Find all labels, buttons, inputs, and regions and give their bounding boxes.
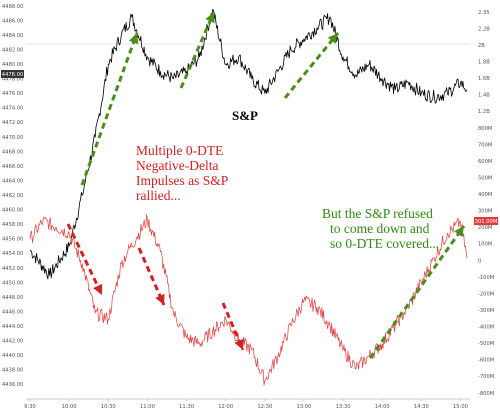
annotation-red-line-3: Impulses as S&P bbox=[136, 173, 228, 188]
right-tick-label: 1.6B bbox=[478, 76, 490, 82]
right-tick-label: -700M bbox=[478, 374, 494, 380]
red-arrow-1 bbox=[66, 223, 104, 296]
left-tick-label: 4464.00 bbox=[2, 178, 23, 184]
green-arrow-3-head bbox=[327, 33, 338, 44]
right-tick-label: -300M bbox=[478, 308, 494, 314]
annotation-red-line-4: rallied... bbox=[136, 188, 181, 203]
x-tick-label: 10:30 bbox=[101, 404, 116, 410]
x-tick-label: 14:00 bbox=[375, 404, 390, 410]
green-arrow-2-head bbox=[205, 12, 215, 24]
left-tick-label: 4456.00 bbox=[2, 237, 23, 243]
annotation-green: But the S&P refused to come down and so … bbox=[322, 206, 439, 251]
left-tick-label: 4454.00 bbox=[2, 251, 23, 257]
x-tick-label: 15:00 bbox=[453, 404, 468, 410]
x-tick-label: 11:30 bbox=[179, 404, 194, 410]
red-arrow-3-head bbox=[234, 338, 244, 350]
x-axis: 9:30 10:00 10:30 11:00 11:30 12:00 12:30 13:00 1… bbox=[24, 399, 468, 410]
left-tick-label: 4472.00 bbox=[2, 120, 23, 126]
annotation-green-line-3: so 0-DTE covered... bbox=[330, 236, 439, 251]
left-tick-label: 4448.00 bbox=[2, 295, 23, 301]
right-tick-label: 200M bbox=[478, 225, 492, 231]
red-arrow-2-head bbox=[155, 293, 165, 305]
left-tick-label: 4482.00 bbox=[2, 47, 23, 53]
right-tick-label: 100M bbox=[478, 242, 492, 248]
left-tick-label: 4486.00 bbox=[2, 18, 23, 24]
right-tick-label: 1.4B bbox=[478, 93, 490, 99]
right-axis: -800M -700M -600M -500M -400M -300M -200M -100M… bbox=[478, 10, 494, 397]
right-tick-label: 700M bbox=[478, 142, 492, 148]
green-arrow-1 bbox=[80, 32, 139, 186]
left-tick-label: 4474.00 bbox=[2, 106, 23, 112]
right-tick-label: 400M bbox=[478, 192, 492, 198]
left-tick-label: 4484.00 bbox=[2, 33, 23, 39]
annotation-red-line-2: Negative-Delta bbox=[136, 158, 218, 173]
left-last-value-text: 4478.00 bbox=[2, 72, 23, 78]
left-tick-label: 4442.00 bbox=[2, 339, 23, 345]
left-tick-label: 4440.00 bbox=[2, 353, 23, 359]
left-tick-label: 4462.00 bbox=[2, 193, 23, 199]
green-arrow-1-head bbox=[128, 33, 139, 45]
right-tick-label: 800M bbox=[478, 126, 492, 132]
left-tick-label: 4466.00 bbox=[2, 164, 23, 170]
right-tick-label: 0 bbox=[478, 258, 481, 264]
left-tick-label: 4436.00 bbox=[2, 382, 23, 388]
annotation-red-line-1: Multiple 0-DTE bbox=[136, 143, 223, 158]
series-line-0dte-delta bbox=[29, 214, 468, 386]
right-tick-label: 1.8B bbox=[478, 59, 490, 65]
right-tick-label: 500M bbox=[478, 175, 492, 181]
right-tick-label: -600M bbox=[478, 358, 494, 364]
left-tick-label: 4438.00 bbox=[2, 368, 23, 374]
green-arrow-4 bbox=[368, 225, 466, 359]
right-tick-label: -200M bbox=[478, 291, 494, 297]
right-tick-label: -400M bbox=[478, 325, 494, 331]
x-tick-label: 13:30 bbox=[336, 404, 351, 410]
right-tick-label: -500M bbox=[478, 341, 494, 347]
left-tick-label: 4468.00 bbox=[2, 149, 23, 155]
arrow-layer bbox=[66, 11, 466, 359]
right-tick-label: -800M bbox=[478, 391, 494, 397]
x-tick-label: 12:30 bbox=[257, 404, 272, 410]
left-tick-label: 4452.00 bbox=[2, 266, 23, 272]
left-tick-label: 4444.00 bbox=[2, 324, 23, 330]
left-tick-label: 4470.00 bbox=[2, 135, 23, 141]
left-tick-label: 4476.00 bbox=[2, 91, 23, 97]
x-tick-label: 12:00 bbox=[218, 404, 233, 410]
left-tick-label: 4460.00 bbox=[2, 208, 23, 214]
right-last-value-tag: 301.00M bbox=[474, 217, 498, 225]
series-line-sp bbox=[29, 9, 468, 280]
right-last-value-text: 301.00M bbox=[475, 219, 498, 225]
right-tick-label: 300M bbox=[478, 209, 492, 215]
red-arrow-1-head bbox=[93, 283, 103, 295]
annotation-green-line-1: But the S&P refused bbox=[322, 206, 433, 221]
left-tick-label: 4458.00 bbox=[2, 222, 23, 228]
right-tick-label: 2.2B bbox=[478, 26, 490, 32]
left-tick-label: 4446.00 bbox=[2, 309, 23, 315]
left-tick-label: 4478.00 bbox=[2, 77, 23, 83]
annotation-green-line-2: to come down and bbox=[330, 221, 430, 236]
left-tick-label: 4480.00 bbox=[2, 62, 23, 68]
right-tick-label: 600M bbox=[478, 159, 492, 165]
x-tick-label: 14:30 bbox=[414, 404, 429, 410]
x-tick-label: 13:00 bbox=[296, 404, 311, 410]
right-tick-label: 2.35 bbox=[478, 10, 490, 16]
annotation-red: Multiple 0-DTE Negative-Delta Impulses a… bbox=[136, 143, 228, 203]
green-arrow-3 bbox=[283, 32, 340, 99]
right-tick-label: 1.2B bbox=[478, 109, 490, 115]
left-tick-label: 4488.00 bbox=[2, 4, 23, 10]
series-layer bbox=[29, 9, 468, 386]
annotation-sp: S&P bbox=[232, 108, 258, 123]
red-arrow-2 bbox=[137, 247, 166, 306]
x-tick-label: 9:30 bbox=[24, 404, 36, 410]
green-arrow-4-head bbox=[454, 226, 464, 238]
left-last-value-tag: 4478.00 bbox=[1, 70, 24, 78]
right-tick-label: 2B bbox=[478, 43, 485, 49]
left-axis: 4436.00 4438.00 4440.00 4442.00 4444.00 4446.… bbox=[2, 4, 23, 388]
right-tick-label: -100M bbox=[478, 275, 494, 281]
left-tick-label: 4450.00 bbox=[2, 280, 23, 286]
green-arrow-2 bbox=[179, 11, 216, 89]
x-tick-label: 10:00 bbox=[62, 404, 77, 410]
x-tick-label: 11:00 bbox=[140, 404, 155, 410]
